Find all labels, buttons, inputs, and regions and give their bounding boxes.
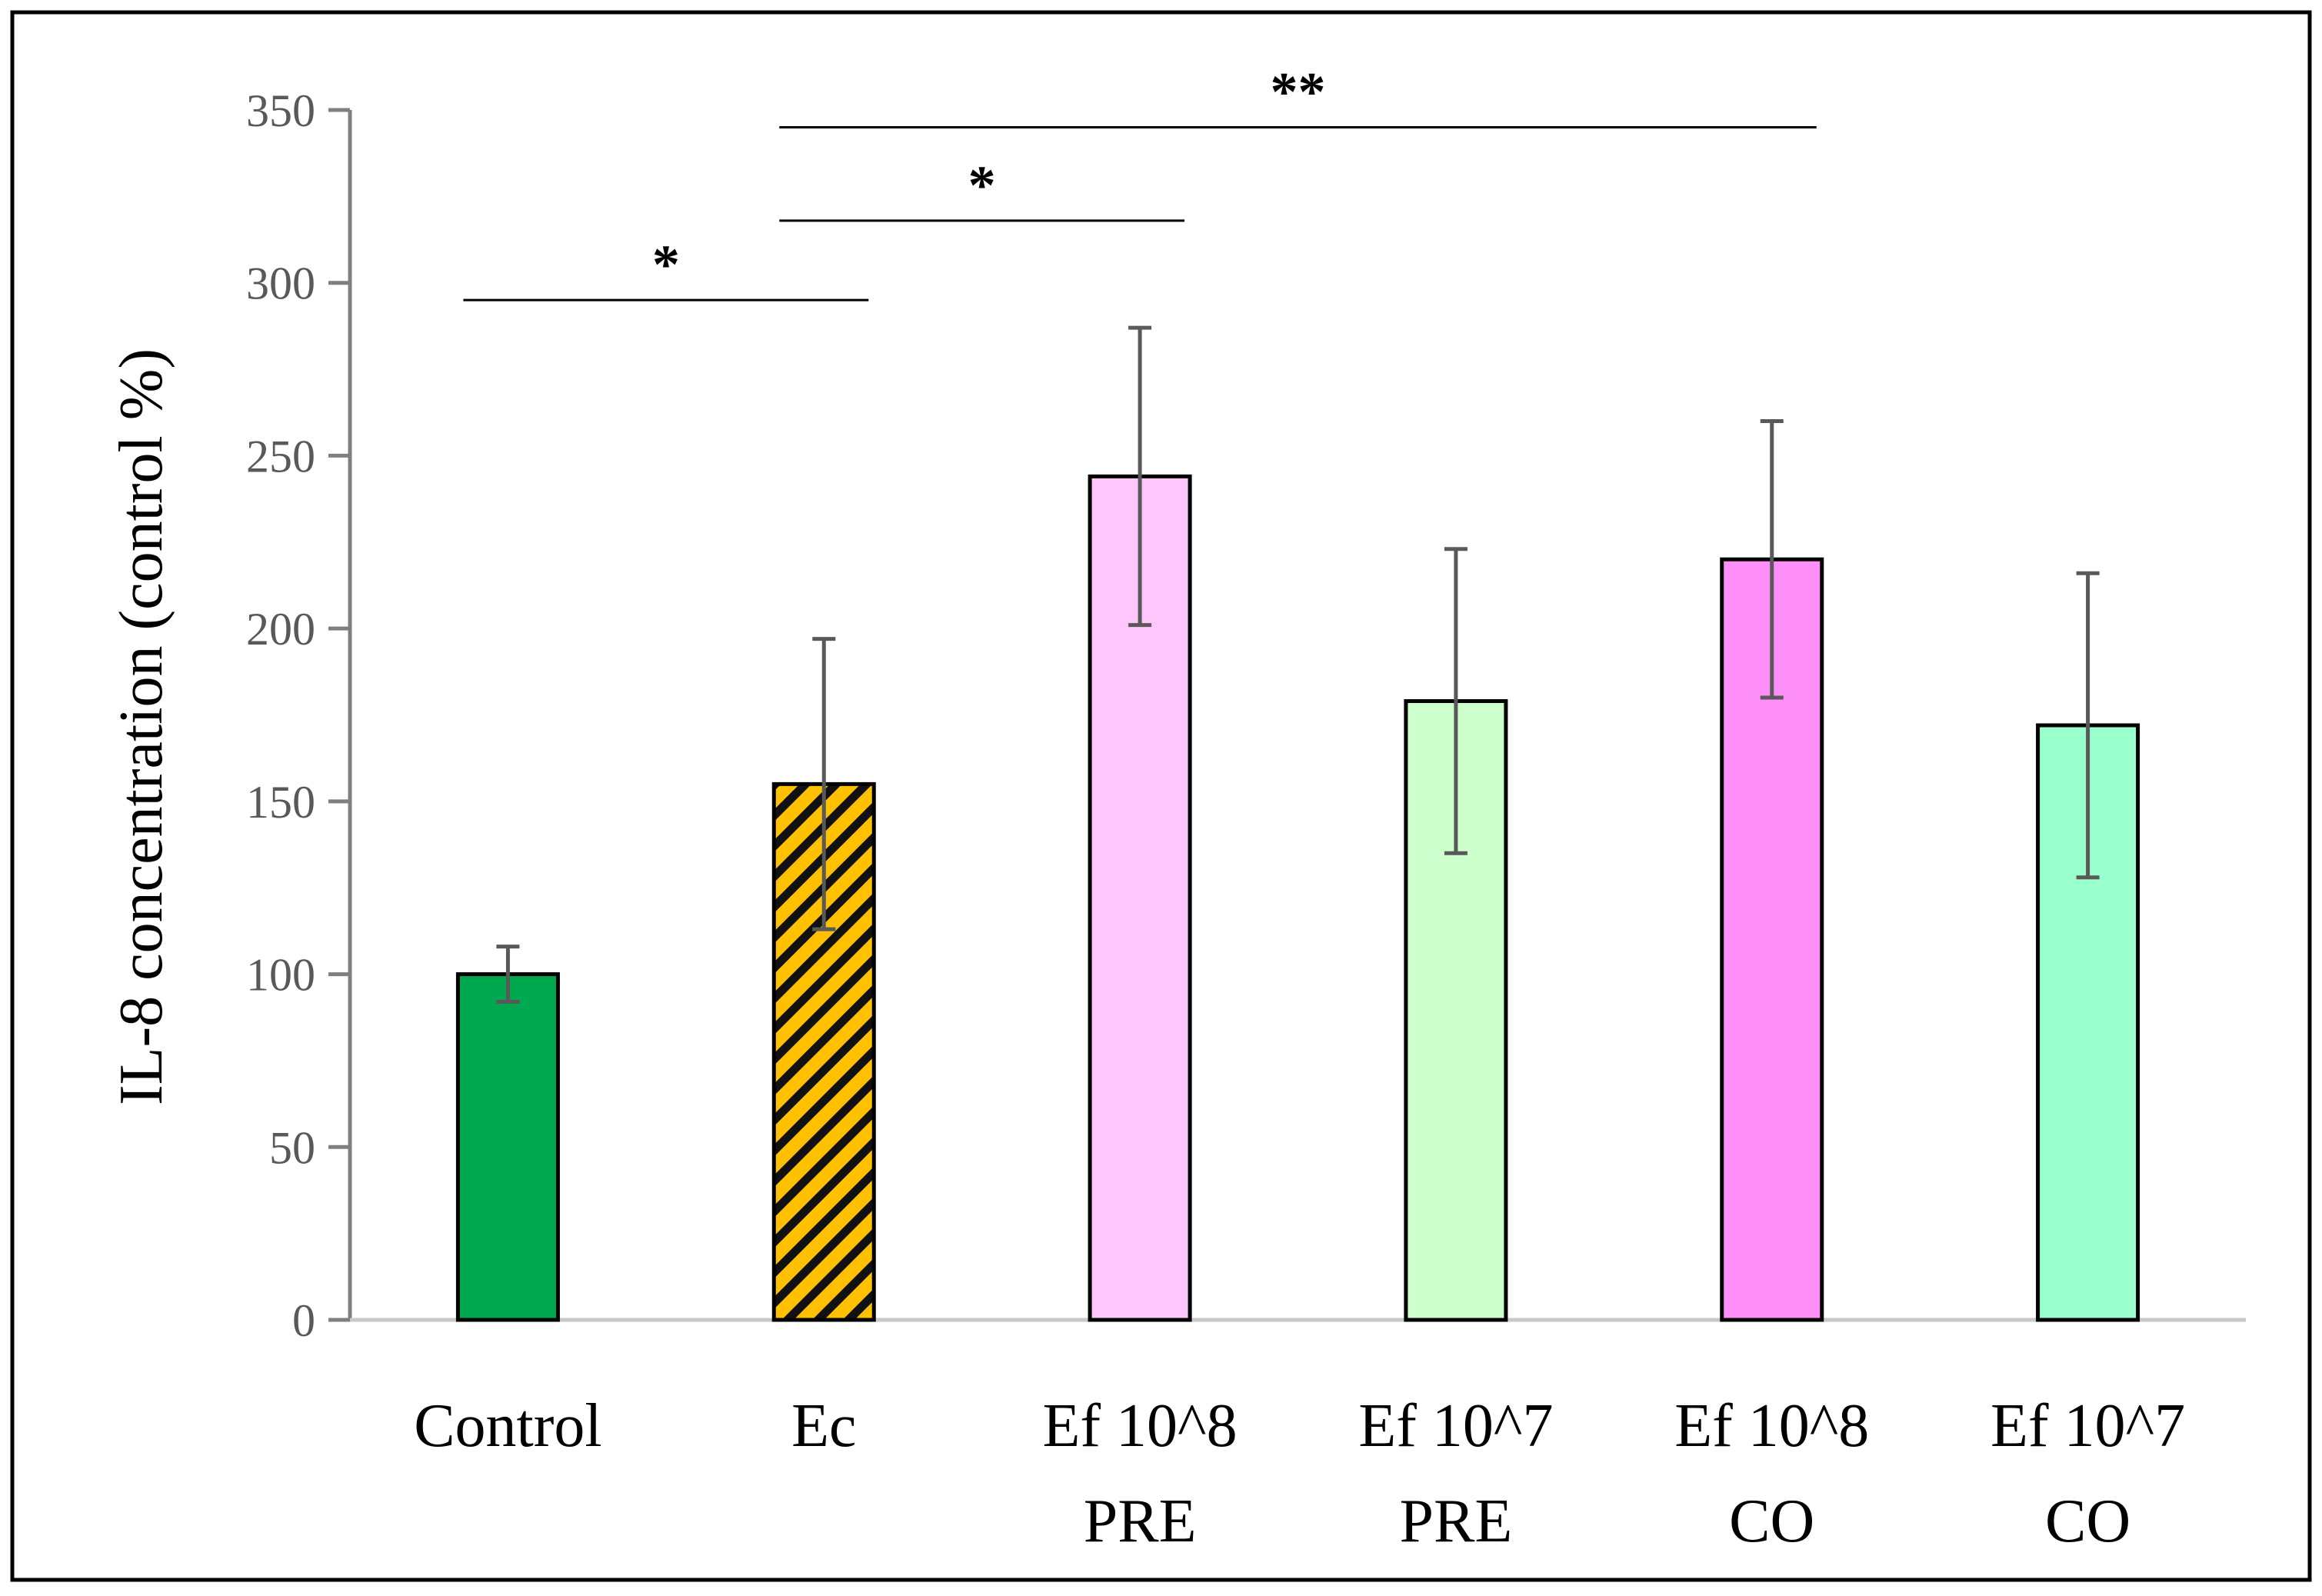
error-bars (496, 325, 2100, 1005)
significance-label-0: * (652, 234, 680, 295)
y-tick-label-0: 0 (292, 1295, 315, 1346)
axes (348, 110, 2246, 1322)
category-label-3: Ef 10^7 PRE (1358, 1392, 1553, 1555)
significance-label-1: * (968, 155, 996, 216)
y-tick-label-300: 300 (246, 258, 315, 309)
y-tick-label-50: 50 (269, 1122, 315, 1173)
category-label-2: Ef 10^8 PRE (1043, 1392, 1238, 1555)
y-axis-ticks: 0 50 100 150 200 250 300 350 (246, 85, 350, 1346)
category-label-5: Ef 10^7 CO (1991, 1392, 2185, 1555)
category-label-1: Ec (791, 1392, 856, 1460)
category-label-0: Control (414, 1392, 601, 1460)
y-tick-label-100: 100 (246, 950, 315, 1001)
y-tick-label-350: 350 (246, 85, 315, 136)
y-axis-label: IL-8 concentration (control %) (108, 348, 175, 1105)
significance-annotations: **** (463, 61, 1817, 302)
y-tick-label-200: 200 (246, 604, 315, 655)
significance-label-2: ** (1271, 61, 1326, 122)
y-tick-label-150: 150 (246, 777, 315, 828)
y-tick-label-250: 250 (246, 431, 315, 481)
bar-0 (455, 972, 560, 1322)
category-label-4: Ef 10^8 CO (1674, 1392, 1869, 1555)
category-labels: Control Ec Ef 10^8 PRE Ef 10^7 PRE Ef 10^8 CO Ef… (414, 1392, 2185, 1555)
